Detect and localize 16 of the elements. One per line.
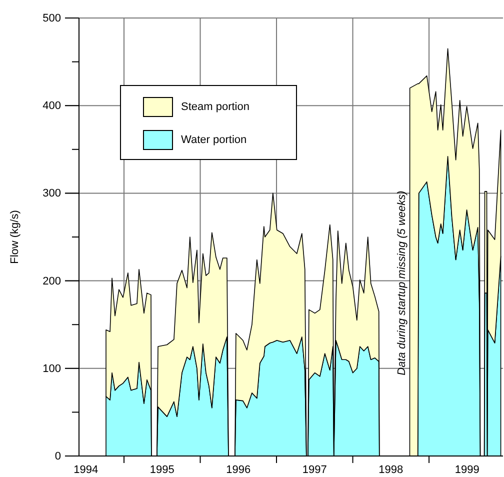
- x-tick-label: 1995: [150, 464, 174, 476]
- y-tick-label: 500: [42, 12, 61, 25]
- x-tick-label: 1997: [302, 464, 327, 476]
- y-tick-label: 0: [54, 450, 61, 463]
- y-tick-label: 400: [42, 100, 61, 112]
- x-tick-label: 1999: [454, 464, 480, 476]
- y-tick-label: 200: [42, 275, 61, 288]
- y-tick-label: 300: [42, 188, 61, 200]
- y-tick-label: 100: [42, 362, 61, 375]
- legend-label: Steam portion: [181, 101, 250, 113]
- x-tick-label: 1996: [226, 464, 251, 476]
- x-tick-label: 1998: [378, 464, 404, 476]
- y-axis-title: Flow (kg/s): [9, 210, 21, 264]
- annotation: Data during startup missing (5 weeks): [396, 190, 408, 376]
- legend-label: Water portion: [181, 134, 247, 146]
- x-tick-label: 1994: [74, 464, 98, 476]
